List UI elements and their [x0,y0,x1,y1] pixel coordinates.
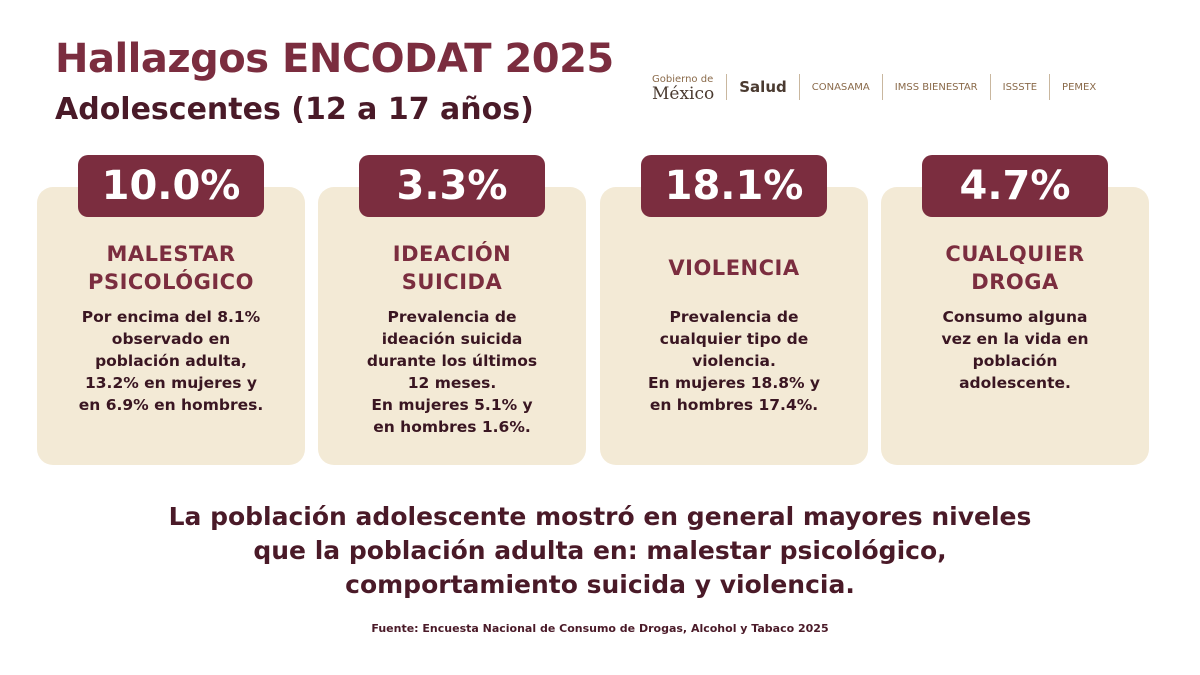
logo-gobierno: Gobierno de México [652,73,715,104]
description-line: ideación suicida [381,330,523,348]
title: Hallazgos ENCODAT 2025 [55,36,614,82]
stat-badge: 10.0% [78,155,264,217]
logo-text: CONASAMA [811,81,870,93]
description-line: Consumo alguna [942,308,1088,326]
description-line: en hombres 1.6%. [373,418,531,436]
card-description: Por encima del 8.1% observado en población… [37,306,305,416]
card-label: VIOLENCIA [600,238,868,298]
description-line: observado en [111,330,231,348]
label-line: DROGA [971,270,1059,294]
card [37,187,305,465]
stat-badge: 3.3% [359,155,545,217]
logo-text: Salud [739,78,787,96]
description-line: cualquier tipo de [659,330,809,348]
logo-text: Gobierno de [652,74,714,85]
label-line: VIOLENCIA [668,256,800,280]
card [600,187,868,465]
card-description: Consumo alguna vez en la vida en población… [881,306,1149,394]
logo-separator [881,74,883,100]
description-line: en hombres 17.4%. [649,396,819,414]
logo-separator [1049,74,1051,100]
label-line: MALESTAR [106,242,236,266]
logo-separator [726,74,728,100]
description-line: Prevalencia de [387,308,517,326]
summary-line: comportamiento suicida y violencia. [345,570,855,599]
card [318,187,586,465]
logo-separator [798,74,800,100]
description-line: En mujeres 5.1% y [371,396,533,414]
card-label: MALESTAR PSICOLÓGICO [37,238,305,298]
description-line: vez en la vida en [941,330,1089,348]
summary-line: que la población adulta en: malestar psi… [253,536,947,565]
description-line: En mujeres 18.8% y [647,374,821,392]
description-line: población [972,352,1058,370]
description-line: violencia. [692,352,776,370]
summary-line: La población adolescente mostró en gener… [168,502,1032,531]
description-line: adolescente. [959,374,1071,392]
description-line: población adulta, [95,352,247,370]
summary: La población adolescente mostró en gener… [0,500,1200,602]
label-line: PSICOLÓGICO [88,270,254,294]
card-description: Prevalencia de cualquier tipo de violencia… [600,306,868,416]
logo-separator [989,74,991,100]
source: Fuente: Encuesta Nacional de Consumo de … [371,622,829,635]
logo-text: IMSS BIENESTAR [894,81,978,93]
description-line: 12 meses. [407,374,497,392]
description-line: 13.2% en mujeres y [84,374,257,392]
card-label: IDEACIÓN SUICIDA [318,238,586,298]
card-description: Prevalencia de ideación suicida durante lo… [318,306,586,438]
stat-badge: 18.1% [641,155,827,217]
subtitle: Adolescentes (12 a 17 años) [55,92,534,127]
card-label: CUALQUIER DROGA [881,238,1149,298]
label-line: SUICIDA [401,270,503,294]
logo-text: ISSSTE [1002,81,1038,93]
label-line: IDEACIÓN [392,242,512,266]
card [881,187,1149,465]
description-line: en 6.9% en hombres. [78,396,264,414]
description-line: Prevalencia de [669,308,799,326]
description-line: Por encima del 8.1% [81,308,261,326]
label-line: CUALQUIER [945,242,1085,266]
logo-strip: Gobierno de México Salud CONASAMA IMSS BIENE… [652,70,1147,104]
stat-badge: 4.7% [922,155,1108,217]
logo-text: México [652,84,715,104]
logo-text: PEMEX [1062,81,1097,93]
description-line: durante los últimos [366,352,538,370]
